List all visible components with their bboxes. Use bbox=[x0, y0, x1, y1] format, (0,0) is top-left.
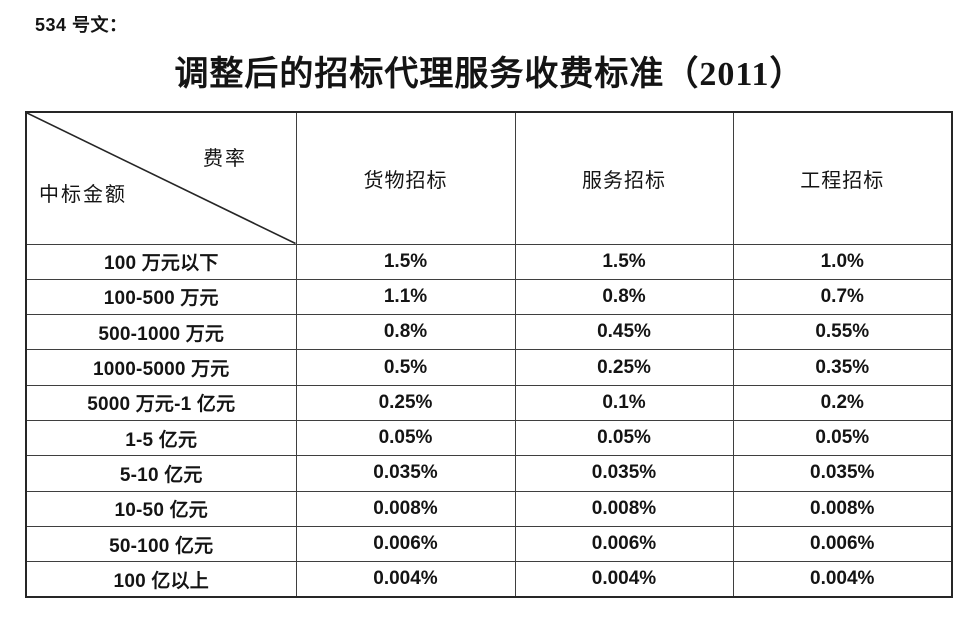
row-label: 5-10 亿元 bbox=[25, 455, 297, 492]
fee-cell: 0.35% bbox=[732, 349, 953, 386]
fee-cell: 0.035% bbox=[514, 455, 734, 492]
table-row: 1000-5000 万元 0.5% 0.25% 0.35% bbox=[25, 349, 953, 386]
fee-cell: 0.008% bbox=[295, 490, 516, 527]
row-label: 100 亿以上 bbox=[25, 561, 297, 598]
fee-cell: 0.05% bbox=[295, 419, 516, 457]
fee-cell: 0.035% bbox=[295, 455, 516, 492]
table-row: 100 亿以上 0.004% 0.004% 0.004% bbox=[25, 561, 953, 598]
fee-rate-table: 费率 中标金额 货物招标 服务招标 工程招标 100 万元以下 1.5% 1.5… bbox=[25, 111, 953, 598]
row-label: 1-5 亿元 bbox=[25, 419, 297, 457]
fee-cell: 1.0% bbox=[732, 243, 953, 280]
table-row: 10-50 亿元 0.008% 0.008% 0.008% bbox=[25, 490, 953, 527]
row-label: 500-1000 万元 bbox=[25, 314, 297, 351]
diagonal-divider-line bbox=[27, 113, 295, 243]
fee-cell: 0.035% bbox=[732, 455, 953, 492]
doc-number: 534 号文： bbox=[35, 15, 128, 35]
table-row: 50-100 亿元 0.006% 0.006% 0.006% bbox=[25, 525, 953, 563]
fee-cell: 0.05% bbox=[732, 419, 953, 457]
column-header-engineering-bidding: 工程招标 bbox=[732, 111, 953, 245]
fee-cell: 0.7% bbox=[732, 278, 953, 316]
header-row: 费率 中标金额 货物招标 服务招标 工程招标 bbox=[25, 111, 953, 245]
fee-cell: 1.5% bbox=[514, 243, 734, 280]
fee-cell: 0.004% bbox=[295, 561, 516, 598]
row-label: 10-50 亿元 bbox=[25, 490, 297, 527]
fee-cell: 0.5% bbox=[295, 349, 516, 386]
fee-cell: 0.006% bbox=[732, 525, 953, 563]
fee-cell: 0.004% bbox=[732, 561, 953, 598]
column-header-goods-bidding: 货物招标 bbox=[295, 111, 516, 245]
fee-cell: 0.25% bbox=[295, 384, 516, 421]
page-title: 调整后的招标代理服务收费标准（2011） bbox=[174, 56, 805, 93]
table-row: 5000 万元-1 亿元 0.25% 0.1% 0.2% bbox=[25, 384, 953, 421]
fee-cell: 0.2% bbox=[732, 384, 953, 421]
table-corner-cell: 费率 中标金额 bbox=[25, 111, 297, 245]
fee-cell: 0.05% bbox=[514, 419, 734, 457]
fee-cell: 0.8% bbox=[514, 278, 734, 316]
corner-label-bid-amount: 中标金额 bbox=[39, 184, 127, 206]
fee-cell: 1.5% bbox=[295, 243, 516, 280]
table-row: 500-1000 万元 0.8% 0.45% 0.55% bbox=[25, 314, 953, 351]
row-label: 100-500 万元 bbox=[25, 278, 297, 316]
table-row: 1-5 亿元 0.05% 0.05% 0.05% bbox=[25, 419, 953, 457]
fee-cell: 0.008% bbox=[514, 490, 734, 527]
fee-cell: 1.1% bbox=[295, 278, 516, 316]
fee-cell: 0.8% bbox=[295, 314, 516, 351]
fee-cell: 0.45% bbox=[514, 314, 734, 351]
corner-label-rate: 费率 bbox=[203, 148, 247, 170]
row-label: 100 万元以下 bbox=[25, 243, 297, 280]
fee-cell: 0.006% bbox=[514, 525, 734, 563]
fee-cell: 0.55% bbox=[732, 314, 953, 351]
column-header-service-bidding: 服务招标 bbox=[514, 111, 734, 245]
fee-cell: 0.004% bbox=[514, 561, 734, 598]
row-label: 1000-5000 万元 bbox=[25, 349, 297, 386]
fee-cell: 0.25% bbox=[514, 349, 734, 386]
fee-cell: 0.006% bbox=[295, 525, 516, 563]
table-row: 100 万元以下 1.5% 1.5% 1.0% bbox=[25, 243, 953, 280]
row-label: 5000 万元-1 亿元 bbox=[25, 384, 297, 421]
table-row: 5-10 亿元 0.035% 0.035% 0.035% bbox=[25, 455, 953, 492]
fee-cell: 0.1% bbox=[514, 384, 734, 421]
table-row: 100-500 万元 1.1% 0.8% 0.7% bbox=[25, 278, 953, 316]
row-label: 50-100 亿元 bbox=[25, 525, 297, 563]
fee-cell: 0.008% bbox=[732, 490, 953, 527]
